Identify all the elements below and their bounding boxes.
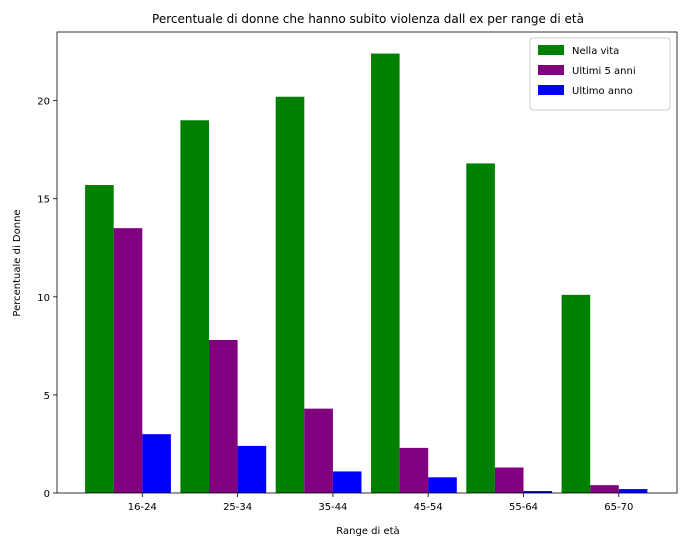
bar-ultimi-5-anni-55-64 bbox=[494, 467, 524, 493]
x-tick-label: 65-70 bbox=[604, 502, 633, 513]
y-tick-label: 10 bbox=[37, 293, 50, 304]
legend-swatch bbox=[538, 65, 564, 75]
legend-label: Ultimi 5 anni bbox=[572, 66, 636, 77]
bar-nella-vita-35-44 bbox=[275, 96, 305, 493]
legend-swatch bbox=[538, 45, 564, 55]
plot-frame bbox=[56, 31, 678, 494]
bar-nella-vita-25-34 bbox=[180, 120, 209, 493]
y-axis-label: Percentuale di Donne bbox=[12, 209, 23, 316]
y-tick-label: 0 bbox=[44, 489, 50, 500]
bar-ultimi-5-anni-16-24 bbox=[113, 228, 143, 493]
x-tick-label: 35-44 bbox=[318, 502, 347, 513]
legend-swatch bbox=[538, 85, 564, 95]
bar-ultimo-anno-35-44 bbox=[332, 471, 362, 493]
x-tick-label: 16-24 bbox=[128, 502, 157, 513]
legend: Nella vita Ultimi 5 anni Ultimo anno bbox=[529, 37, 671, 111]
bar-nella-vita-55-64 bbox=[466, 163, 495, 494]
bar-ultimo-anno-25-34 bbox=[237, 445, 267, 493]
bar-ultimo-anno-65-70 bbox=[618, 489, 648, 493]
legend-box bbox=[529, 37, 671, 111]
bar-nella-vita-65-70 bbox=[561, 294, 591, 493]
chart-title: Percentuale di donne che hanno subito vi… bbox=[152, 12, 584, 26]
y-tick-label: 5 bbox=[44, 391, 50, 402]
bar-nella-vita-45-54 bbox=[371, 53, 400, 493]
bar-ultimo-anno-55-64 bbox=[523, 491, 553, 493]
bar-ultimi-5-anni-65-70 bbox=[590, 485, 619, 493]
bar-ultimi-5-anni-35-44 bbox=[304, 408, 333, 493]
legend-label: Nella vita bbox=[572, 46, 619, 57]
x-tick-label: 25-34 bbox=[223, 502, 252, 513]
bar-ultimo-anno-16-24 bbox=[142, 434, 171, 493]
x-axis-label: Range di età bbox=[336, 525, 399, 537]
bar-ultimi-5-anni-25-34 bbox=[209, 339, 238, 493]
y-tick-label: 15 bbox=[37, 195, 50, 206]
x-tick-label: 55-64 bbox=[509, 502, 538, 513]
bar-nella-vita-16-24 bbox=[85, 185, 114, 494]
x-tick-label: 45-54 bbox=[414, 502, 443, 513]
y-tick-label: 20 bbox=[37, 97, 50, 108]
bar-ultimo-anno-45-54 bbox=[428, 477, 457, 493]
bar-ultimi-5-anni-45-54 bbox=[399, 447, 429, 493]
plot-area: 16-24 25-34 35-44 45-54 55-64 65-70 0 5 10 15 20 bbox=[37, 31, 678, 513]
legend-label: Ultimo anno bbox=[572, 86, 633, 97]
